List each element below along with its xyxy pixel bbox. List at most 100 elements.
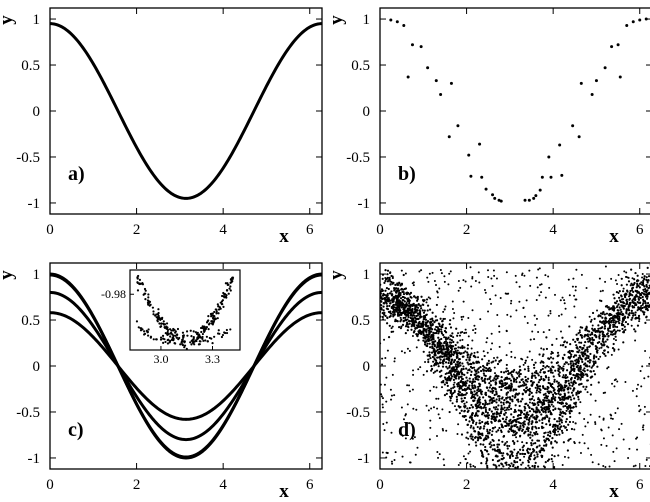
- scatter-point: [606, 306, 609, 309]
- scatter-point: [481, 454, 484, 457]
- scatter-point: [538, 353, 541, 356]
- scatter-point: [566, 449, 569, 452]
- scatter-point: [458, 334, 461, 337]
- scatter-point: [500, 380, 504, 383]
- scatter-point: [500, 430, 503, 434]
- scatter-point: [543, 439, 546, 442]
- scatter-point: [445, 344, 448, 347]
- scatter-point: [626, 323, 630, 326]
- scatter-point: [603, 66, 607, 70]
- inset-point: [152, 338, 155, 341]
- scatter-point: [539, 451, 542, 454]
- scatter-point: [438, 338, 441, 341]
- scatter-point: [521, 429, 524, 433]
- scatter-point: [384, 356, 387, 359]
- scatter-point: [444, 378, 447, 381]
- scatter-point: [606, 332, 609, 335]
- scatter-point: [500, 410, 503, 413]
- scatter-point: [486, 428, 489, 431]
- scatter-point: [507, 467, 511, 469]
- scatter-point: [626, 316, 629, 319]
- scatter-point: [494, 464, 497, 467]
- scatter-point: [428, 308, 432, 311]
- inset-point: [181, 343, 184, 346]
- scatter-point: [470, 370, 473, 373]
- scatter-point: [415, 408, 418, 411]
- scatter-point: [585, 287, 588, 290]
- scatter-point: [449, 81, 453, 85]
- scatter-point: [404, 437, 407, 440]
- scatter-point: [565, 361, 568, 364]
- scatter-point: [530, 391, 533, 394]
- scatter-point: [380, 393, 383, 396]
- scatter-point: [534, 461, 537, 464]
- scatter-point: [466, 351, 469, 354]
- inset-frame: [129, 269, 241, 351]
- scatter-point: [572, 381, 575, 384]
- scatter-point: [553, 423, 556, 427]
- scatter-point: [644, 349, 647, 352]
- scatter-point: [400, 287, 403, 291]
- scatter-point: [581, 375, 584, 379]
- scatter-point: [518, 421, 521, 424]
- scatter-point: [518, 392, 521, 395]
- scatter-point: [552, 424, 555, 427]
- scatter-point: [415, 324, 418, 327]
- scatter-point: [411, 314, 414, 317]
- scatter-point: [563, 386, 566, 389]
- scatter-point: [522, 486, 524, 488]
- scatter-point: [484, 401, 487, 404]
- scatter-point: [595, 350, 599, 353]
- scatter-point: [586, 374, 589, 378]
- scatter-point: [509, 315, 512, 318]
- y-tick-label: 1: [33, 267, 41, 283]
- scatter-point: [598, 347, 601, 350]
- scatter-point: [601, 344, 604, 347]
- scatter-point: [462, 351, 465, 354]
- scatter-point: [437, 345, 440, 348]
- inset-point: [166, 342, 170, 345]
- scatter-point: [542, 426, 545, 429]
- scatter-point: [470, 347, 473, 350]
- scatter-point: [529, 380, 533, 383]
- inset-point: [222, 305, 225, 308]
- scatter-point: [497, 429, 500, 432]
- scatter-point: [585, 325, 588, 328]
- inset-point: [152, 313, 155, 316]
- scatter-point: [487, 436, 490, 439]
- scatter-point: [498, 414, 501, 417]
- scatter-point: [399, 327, 402, 330]
- scatter-point: [529, 284, 532, 287]
- scatter-point: [498, 325, 501, 328]
- scatter-point: [533, 464, 536, 467]
- scatter-point: [433, 357, 436, 360]
- scatter-point: [610, 417, 613, 420]
- scatter-point: [407, 316, 410, 319]
- scatter-point: [568, 420, 572, 424]
- scatter-point: [552, 395, 555, 398]
- scatter-point: [645, 458, 648, 461]
- scatter-point: [611, 382, 614, 385]
- scatter-point: [537, 474, 539, 476]
- inset-point: [204, 339, 207, 342]
- scatter-point: [546, 364, 549, 368]
- scatter-point: [436, 296, 439, 299]
- scatter-point: [468, 387, 471, 390]
- scatter-point: [439, 268, 442, 271]
- scatter-point: [471, 275, 474, 278]
- scatter-point: [462, 279, 465, 282]
- scatter-point: [488, 408, 491, 412]
- scatter-point: [529, 433, 532, 436]
- scatter-point: [464, 418, 468, 421]
- scatter-point: [490, 417, 493, 420]
- scatter-point: [485, 462, 488, 465]
- scatter-point: [473, 384, 476, 387]
- scatter-point: [563, 396, 566, 399]
- scatter-point: [549, 432, 552, 435]
- scatter-point: [450, 373, 453, 377]
- scatter-point: [465, 392, 468, 395]
- scatter-point: [509, 398, 512, 401]
- scatter-point: [553, 380, 556, 383]
- scatter-point: [481, 413, 484, 416]
- scatter-point: [590, 92, 594, 96]
